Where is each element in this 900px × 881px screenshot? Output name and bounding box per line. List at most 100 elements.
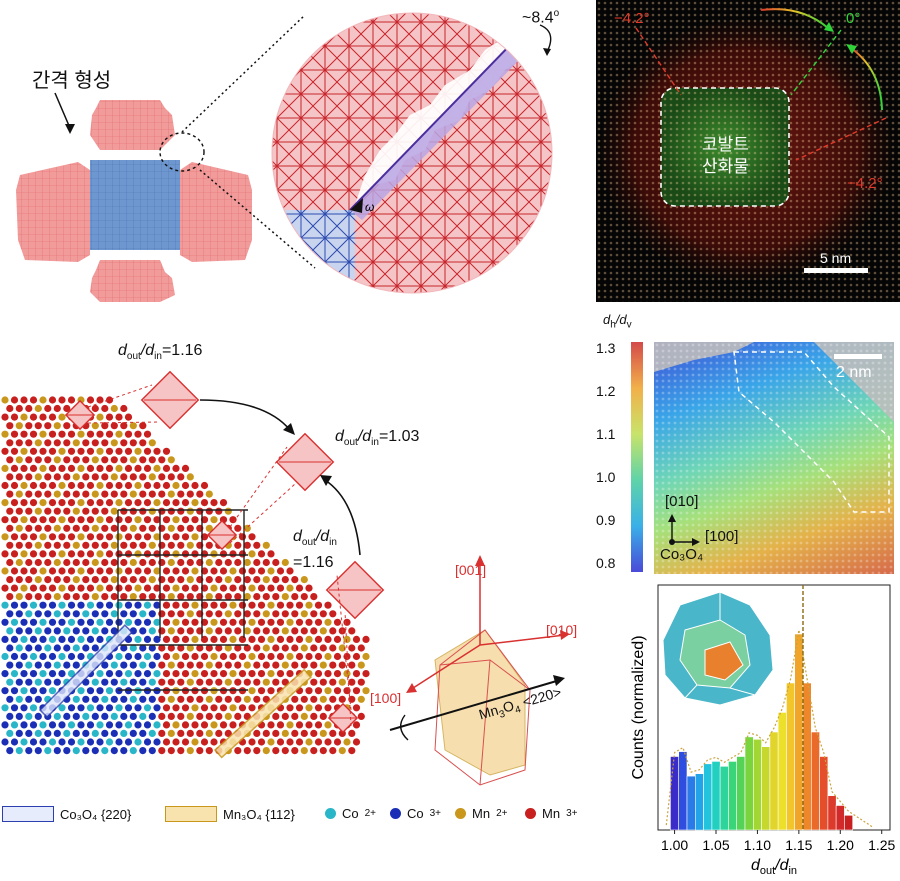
atom bbox=[82, 473, 90, 481]
atom bbox=[267, 721, 275, 729]
atom bbox=[110, 422, 118, 430]
atom bbox=[243, 627, 251, 635]
atom bbox=[162, 721, 171, 729]
atom bbox=[58, 721, 66, 729]
crystal-label: Co₃O₄ bbox=[660, 546, 704, 563]
atom bbox=[34, 678, 42, 686]
atom bbox=[177, 627, 185, 635]
scale-bar-b-label: 5 nm bbox=[820, 250, 852, 266]
atom bbox=[191, 481, 199, 490]
atom bbox=[82, 439, 90, 447]
atom bbox=[139, 524, 147, 532]
atom bbox=[20, 704, 28, 712]
atom bbox=[310, 678, 318, 686]
atom bbox=[172, 481, 180, 490]
atom bbox=[115, 499, 123, 507]
atom bbox=[215, 610, 223, 618]
atom bbox=[124, 533, 133, 541]
atom bbox=[177, 644, 185, 652]
atom bbox=[63, 593, 71, 601]
ratio-label-3: dout/din =1.16 bbox=[293, 528, 337, 572]
atom bbox=[186, 507, 194, 515]
atom bbox=[115, 721, 123, 729]
atom bbox=[25, 558, 33, 567]
atom bbox=[6, 541, 14, 549]
atom bbox=[20, 601, 28, 609]
atom bbox=[181, 464, 190, 472]
gap-formation-label: 간격 형성 bbox=[32, 70, 112, 92]
atom bbox=[120, 747, 128, 755]
atom bbox=[77, 618, 85, 626]
atom bbox=[29, 533, 38, 541]
atom bbox=[148, 473, 156, 481]
atom bbox=[148, 456, 156, 464]
atom bbox=[238, 652, 247, 661]
atom bbox=[253, 558, 261, 567]
atom bbox=[44, 678, 52, 686]
atom bbox=[319, 695, 327, 703]
atom bbox=[82, 644, 90, 652]
atom bbox=[53, 558, 61, 567]
atom bbox=[167, 490, 175, 498]
atom bbox=[72, 747, 80, 755]
atom bbox=[148, 712, 156, 720]
atom bbox=[10, 567, 19, 575]
atom bbox=[172, 584, 180, 592]
atom bbox=[238, 601, 247, 609]
atom bbox=[48, 652, 57, 661]
atom bbox=[139, 661, 147, 669]
atom bbox=[181, 704, 190, 712]
atom bbox=[101, 422, 109, 430]
atom bbox=[129, 661, 137, 669]
atom bbox=[305, 721, 313, 729]
atom bbox=[34, 473, 42, 481]
atom bbox=[39, 499, 47, 507]
atom bbox=[105, 499, 114, 507]
atom bbox=[105, 738, 114, 746]
atom bbox=[186, 473, 194, 481]
atom bbox=[82, 456, 90, 464]
atom bbox=[44, 456, 52, 464]
atom bbox=[53, 627, 61, 635]
atom bbox=[53, 422, 61, 430]
atom bbox=[115, 584, 123, 592]
atom bbox=[238, 687, 247, 695]
atom bbox=[34, 439, 42, 447]
atom bbox=[300, 712, 308, 720]
atom bbox=[39, 447, 47, 455]
atom bbox=[153, 721, 161, 729]
nanocube-schematic bbox=[16, 100, 252, 302]
cobalt-core bbox=[90, 160, 180, 250]
atom bbox=[181, 721, 190, 729]
atom bbox=[58, 464, 66, 472]
atom bbox=[305, 635, 313, 643]
atom bbox=[124, 430, 133, 438]
atom bbox=[219, 704, 228, 712]
atom bbox=[229, 652, 237, 661]
atom bbox=[177, 541, 185, 549]
atom bbox=[205, 678, 213, 686]
atom bbox=[248, 618, 256, 626]
atom bbox=[186, 610, 194, 618]
atom bbox=[48, 635, 57, 643]
atom bbox=[86, 738, 95, 746]
atom bbox=[44, 422, 52, 430]
atom bbox=[134, 738, 142, 746]
atom bbox=[257, 618, 266, 626]
atom bbox=[53, 661, 61, 669]
x-axis-label: dout/din bbox=[751, 857, 797, 877]
atom bbox=[186, 593, 194, 601]
atom bbox=[143, 738, 152, 746]
atom bbox=[129, 490, 137, 498]
atom bbox=[177, 712, 185, 720]
atom bbox=[15, 747, 23, 755]
atom bbox=[58, 481, 66, 490]
atom bbox=[143, 618, 152, 626]
scale-bar-d-label: 2 nm bbox=[836, 364, 872, 381]
atom bbox=[1, 499, 9, 507]
atom bbox=[352, 721, 361, 729]
atom bbox=[162, 516, 171, 524]
atom bbox=[10, 670, 19, 678]
atom bbox=[238, 618, 247, 626]
atom bbox=[67, 447, 76, 455]
